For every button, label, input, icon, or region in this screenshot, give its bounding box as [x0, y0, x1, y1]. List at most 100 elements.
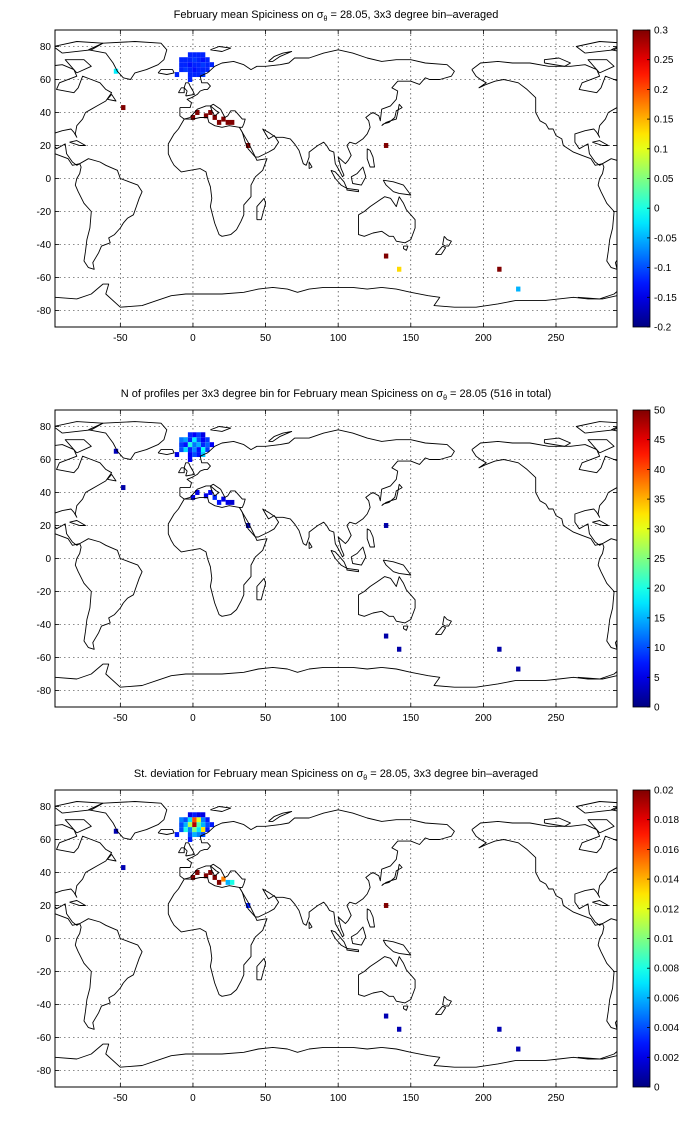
data-cell — [196, 827, 201, 833]
data-cell — [497, 1026, 502, 1032]
data-cell — [183, 437, 188, 443]
coastline — [308, 921, 313, 929]
data-cell — [200, 827, 206, 833]
coastline — [597, 538, 617, 650]
colorbar-tick-label: 0.1 — [654, 144, 668, 155]
coastlines — [22, 801, 617, 1068]
y-tick-label: -20 — [37, 967, 52, 978]
data-cell — [229, 879, 235, 885]
coastline — [358, 956, 416, 1004]
coastline — [179, 809, 455, 938]
x-tick-label: 200 — [475, 333, 492, 344]
data-cell — [196, 57, 201, 63]
coastline — [106, 93, 117, 102]
data-cell — [192, 432, 197, 438]
x-tick-label: 150 — [402, 713, 419, 724]
coastline — [183, 842, 195, 857]
coastline — [382, 559, 412, 576]
data-cell — [205, 62, 210, 68]
x-tick-label: 100 — [330, 713, 347, 724]
x-tick-label: 0 — [190, 333, 196, 344]
colorbar-tick-label: 45 — [654, 435, 666, 446]
data-cell — [196, 62, 201, 68]
data-cell — [183, 817, 188, 823]
colorbar-tick-label: 0.018 — [654, 815, 679, 826]
coastline — [611, 426, 617, 432]
y-tick-label: 80 — [40, 802, 52, 813]
coastline — [403, 1005, 409, 1011]
coastline — [178, 87, 185, 94]
data-cell — [383, 523, 389, 528]
data-cell — [383, 633, 389, 639]
coastline — [183, 82, 195, 97]
coastline — [22, 438, 48, 446]
colorbar-tick-label: -0.2 — [654, 323, 672, 334]
data-cell — [187, 832, 193, 838]
data-cell — [200, 822, 206, 828]
data-cell — [203, 493, 209, 499]
coastline — [157, 829, 175, 835]
data-cell — [383, 143, 389, 148]
data-cell — [196, 452, 201, 458]
y-tick-label: -40 — [37, 240, 52, 251]
coastline — [350, 166, 367, 186]
y-tick-label: 20 — [40, 901, 52, 912]
data-cell — [212, 114, 217, 120]
coastline — [587, 59, 615, 74]
data-cell — [183, 62, 188, 68]
coastline — [55, 663, 617, 688]
x-tick-label: 50 — [260, 333, 272, 344]
coastline — [350, 546, 367, 566]
x-tick-label: 100 — [330, 1093, 347, 1104]
data-cell — [192, 447, 197, 453]
y-tick-label: -60 — [37, 273, 52, 284]
y-tick-label: 60 — [40, 835, 52, 846]
coastline — [346, 187, 359, 193]
data-cell — [383, 253, 389, 259]
coastline — [435, 1005, 447, 1015]
data-cell — [221, 116, 226, 122]
x-tick-label: -50 — [113, 1093, 128, 1104]
data-cell — [192, 442, 197, 448]
x-tick-label: 50 — [260, 1093, 272, 1104]
coastline — [442, 236, 452, 247]
coastline — [55, 1043, 617, 1068]
data-cell — [205, 827, 210, 833]
data-cell — [187, 452, 193, 458]
y-tick-label: 0 — [45, 174, 51, 185]
data-cell — [208, 110, 213, 115]
coastline — [179, 429, 455, 558]
data-cell — [205, 437, 210, 443]
colorbar-tick-label: 0.2 — [654, 85, 668, 96]
map-panel-3: -50 0 50 100 150 200 250806040200-20-40-60-80S… — [22, 768, 680, 1104]
colorbar-tick-label: 0.008 — [654, 964, 679, 975]
colorbar-tick-label: 35 — [654, 495, 666, 506]
data-cell — [187, 817, 193, 823]
coastline — [167, 496, 268, 617]
coastline — [88, 801, 168, 840]
data-cell — [396, 646, 402, 652]
x-tick-label: 150 — [402, 1093, 419, 1104]
data-cell — [200, 432, 206, 438]
x-tick-label: -50 — [113, 713, 128, 724]
coastline — [22, 58, 48, 66]
data-cell — [192, 827, 197, 833]
data-cell — [216, 499, 222, 505]
coastline — [22, 818, 48, 826]
data-cell — [208, 870, 213, 875]
coastline — [442, 995, 452, 1007]
y-tick-label: -20 — [37, 207, 52, 218]
data-cell — [187, 822, 193, 828]
y-tick-label: -60 — [37, 653, 52, 664]
y-tick-label: 40 — [40, 868, 52, 879]
data-cell — [203, 873, 209, 879]
coastline — [74, 918, 143, 1030]
data-cell — [179, 442, 184, 448]
data-cell — [396, 1026, 402, 1032]
data-cell — [205, 57, 210, 63]
data-cell — [225, 499, 230, 505]
colorbar-tick-label: 15 — [654, 613, 666, 624]
coastline — [69, 140, 86, 146]
coastline — [381, 483, 403, 507]
